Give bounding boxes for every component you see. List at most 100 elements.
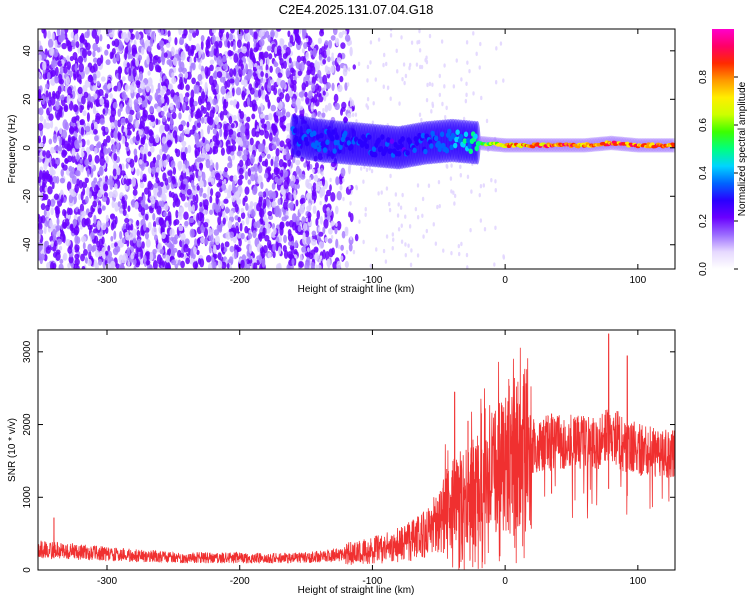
noise-speckle	[186, 121, 190, 128]
signal-blob	[314, 140, 319, 146]
noise-speckle	[81, 95, 86, 105]
colorbar-tick-label: 0.8	[698, 70, 709, 84]
noise-speckle	[166, 88, 171, 96]
noise-speckle	[340, 42, 346, 49]
noise-speckle	[38, 122, 44, 131]
noise-speckle	[114, 183, 118, 190]
noise-speckle	[41, 95, 46, 105]
noise-speckle	[242, 154, 248, 162]
noise-speckle	[54, 126, 58, 132]
noise-speckle	[304, 230, 310, 238]
noise-speckle	[291, 258, 295, 266]
noise-speckle	[224, 80, 228, 90]
noise-speckle	[283, 201, 288, 210]
noise-speckle	[135, 80, 141, 86]
noise-speckle	[290, 246, 295, 255]
noise-speckle	[157, 98, 162, 107]
noise-speckle	[152, 248, 157, 255]
noise-speckle	[324, 65, 329, 73]
x-tick-label: -100	[362, 576, 382, 587]
noise-speckle	[457, 243, 461, 249]
noise-speckle	[230, 144, 237, 152]
noise-speckle	[44, 158, 49, 167]
noise-speckle	[259, 129, 265, 136]
noise-speckle	[109, 51, 114, 60]
noise-speckle	[87, 211, 93, 218]
noise-speckle	[144, 143, 148, 151]
noise-speckle	[270, 104, 277, 112]
noise-speckle	[330, 191, 336, 202]
noise-speckle	[346, 82, 350, 87]
noise-speckle	[184, 220, 189, 227]
noise-speckle	[192, 194, 196, 203]
noise-speckle	[326, 210, 332, 217]
noise-speckle	[289, 201, 294, 212]
noise-speckle	[56, 29, 61, 37]
noise-speckle	[52, 133, 58, 144]
noise-speckle	[111, 48, 116, 55]
noise-speckle	[366, 105, 370, 110]
noise-speckle	[150, 198, 156, 205]
noise-speckle	[50, 96, 56, 106]
noise-speckle	[336, 57, 342, 64]
noise-speckle	[114, 129, 118, 139]
noise-speckle	[241, 90, 246, 101]
noise-speckle	[324, 40, 329, 46]
noise-speckle	[409, 262, 413, 268]
signal-blob	[343, 130, 348, 137]
noise-speckle	[112, 101, 118, 109]
noise-speckle	[280, 124, 287, 130]
noise-speckle	[246, 157, 251, 167]
noise-speckle	[269, 79, 275, 85]
noise-speckle	[231, 195, 236, 203]
noise-speckle	[164, 203, 169, 212]
noise-speckle	[103, 145, 107, 155]
noise-speckle	[219, 110, 224, 121]
noise-speckle	[116, 51, 120, 62]
noise-speckle	[38, 228, 44, 235]
noise-speckle	[132, 237, 137, 244]
noise-speckle	[244, 171, 249, 181]
noise-speckle	[490, 177, 493, 183]
noise-speckle	[330, 220, 335, 227]
noise-speckle	[213, 229, 220, 236]
noise-speckle	[80, 253, 85, 262]
noise-speckle	[93, 214, 97, 225]
noise-speckle	[283, 234, 287, 244]
noise-speckle	[438, 92, 442, 98]
y-tick-label: -20	[22, 189, 33, 204]
noise-speckle	[287, 78, 291, 86]
noise-speckle	[122, 200, 126, 211]
signal-blob	[316, 146, 322, 153]
noise-speckle	[103, 183, 109, 192]
noise-speckle	[158, 40, 165, 47]
noise-speckle	[233, 53, 239, 64]
noise-speckle	[453, 201, 456, 206]
noise-speckle	[227, 49, 233, 57]
noise-speckle	[116, 166, 121, 176]
noise-speckle	[389, 29, 393, 32]
noise-speckle	[196, 237, 201, 247]
noise-speckle	[132, 68, 137, 78]
noise-speckle	[92, 42, 98, 52]
noise-speckle	[296, 183, 300, 189]
noise-speckle	[415, 62, 419, 67]
noise-speckle	[60, 194, 64, 204]
noise-speckle	[171, 175, 176, 185]
noise-speckle	[110, 138, 115, 145]
noise-speckle	[45, 150, 51, 159]
noise-speckle	[139, 120, 145, 130]
noise-speckle	[216, 55, 222, 66]
noise-speckle	[499, 41, 503, 46]
noise-speckle	[291, 98, 296, 107]
noise-speckle	[260, 113, 265, 119]
noise-speckle	[190, 179, 195, 188]
noise-speckle	[102, 108, 106, 115]
x-tick-label: -100	[362, 275, 382, 286]
noise-speckle	[95, 112, 101, 121]
noise-speckle	[303, 42, 308, 50]
noise-speckle	[272, 243, 276, 253]
noise-speckle	[178, 124, 184, 132]
noise-speckle	[290, 180, 295, 189]
